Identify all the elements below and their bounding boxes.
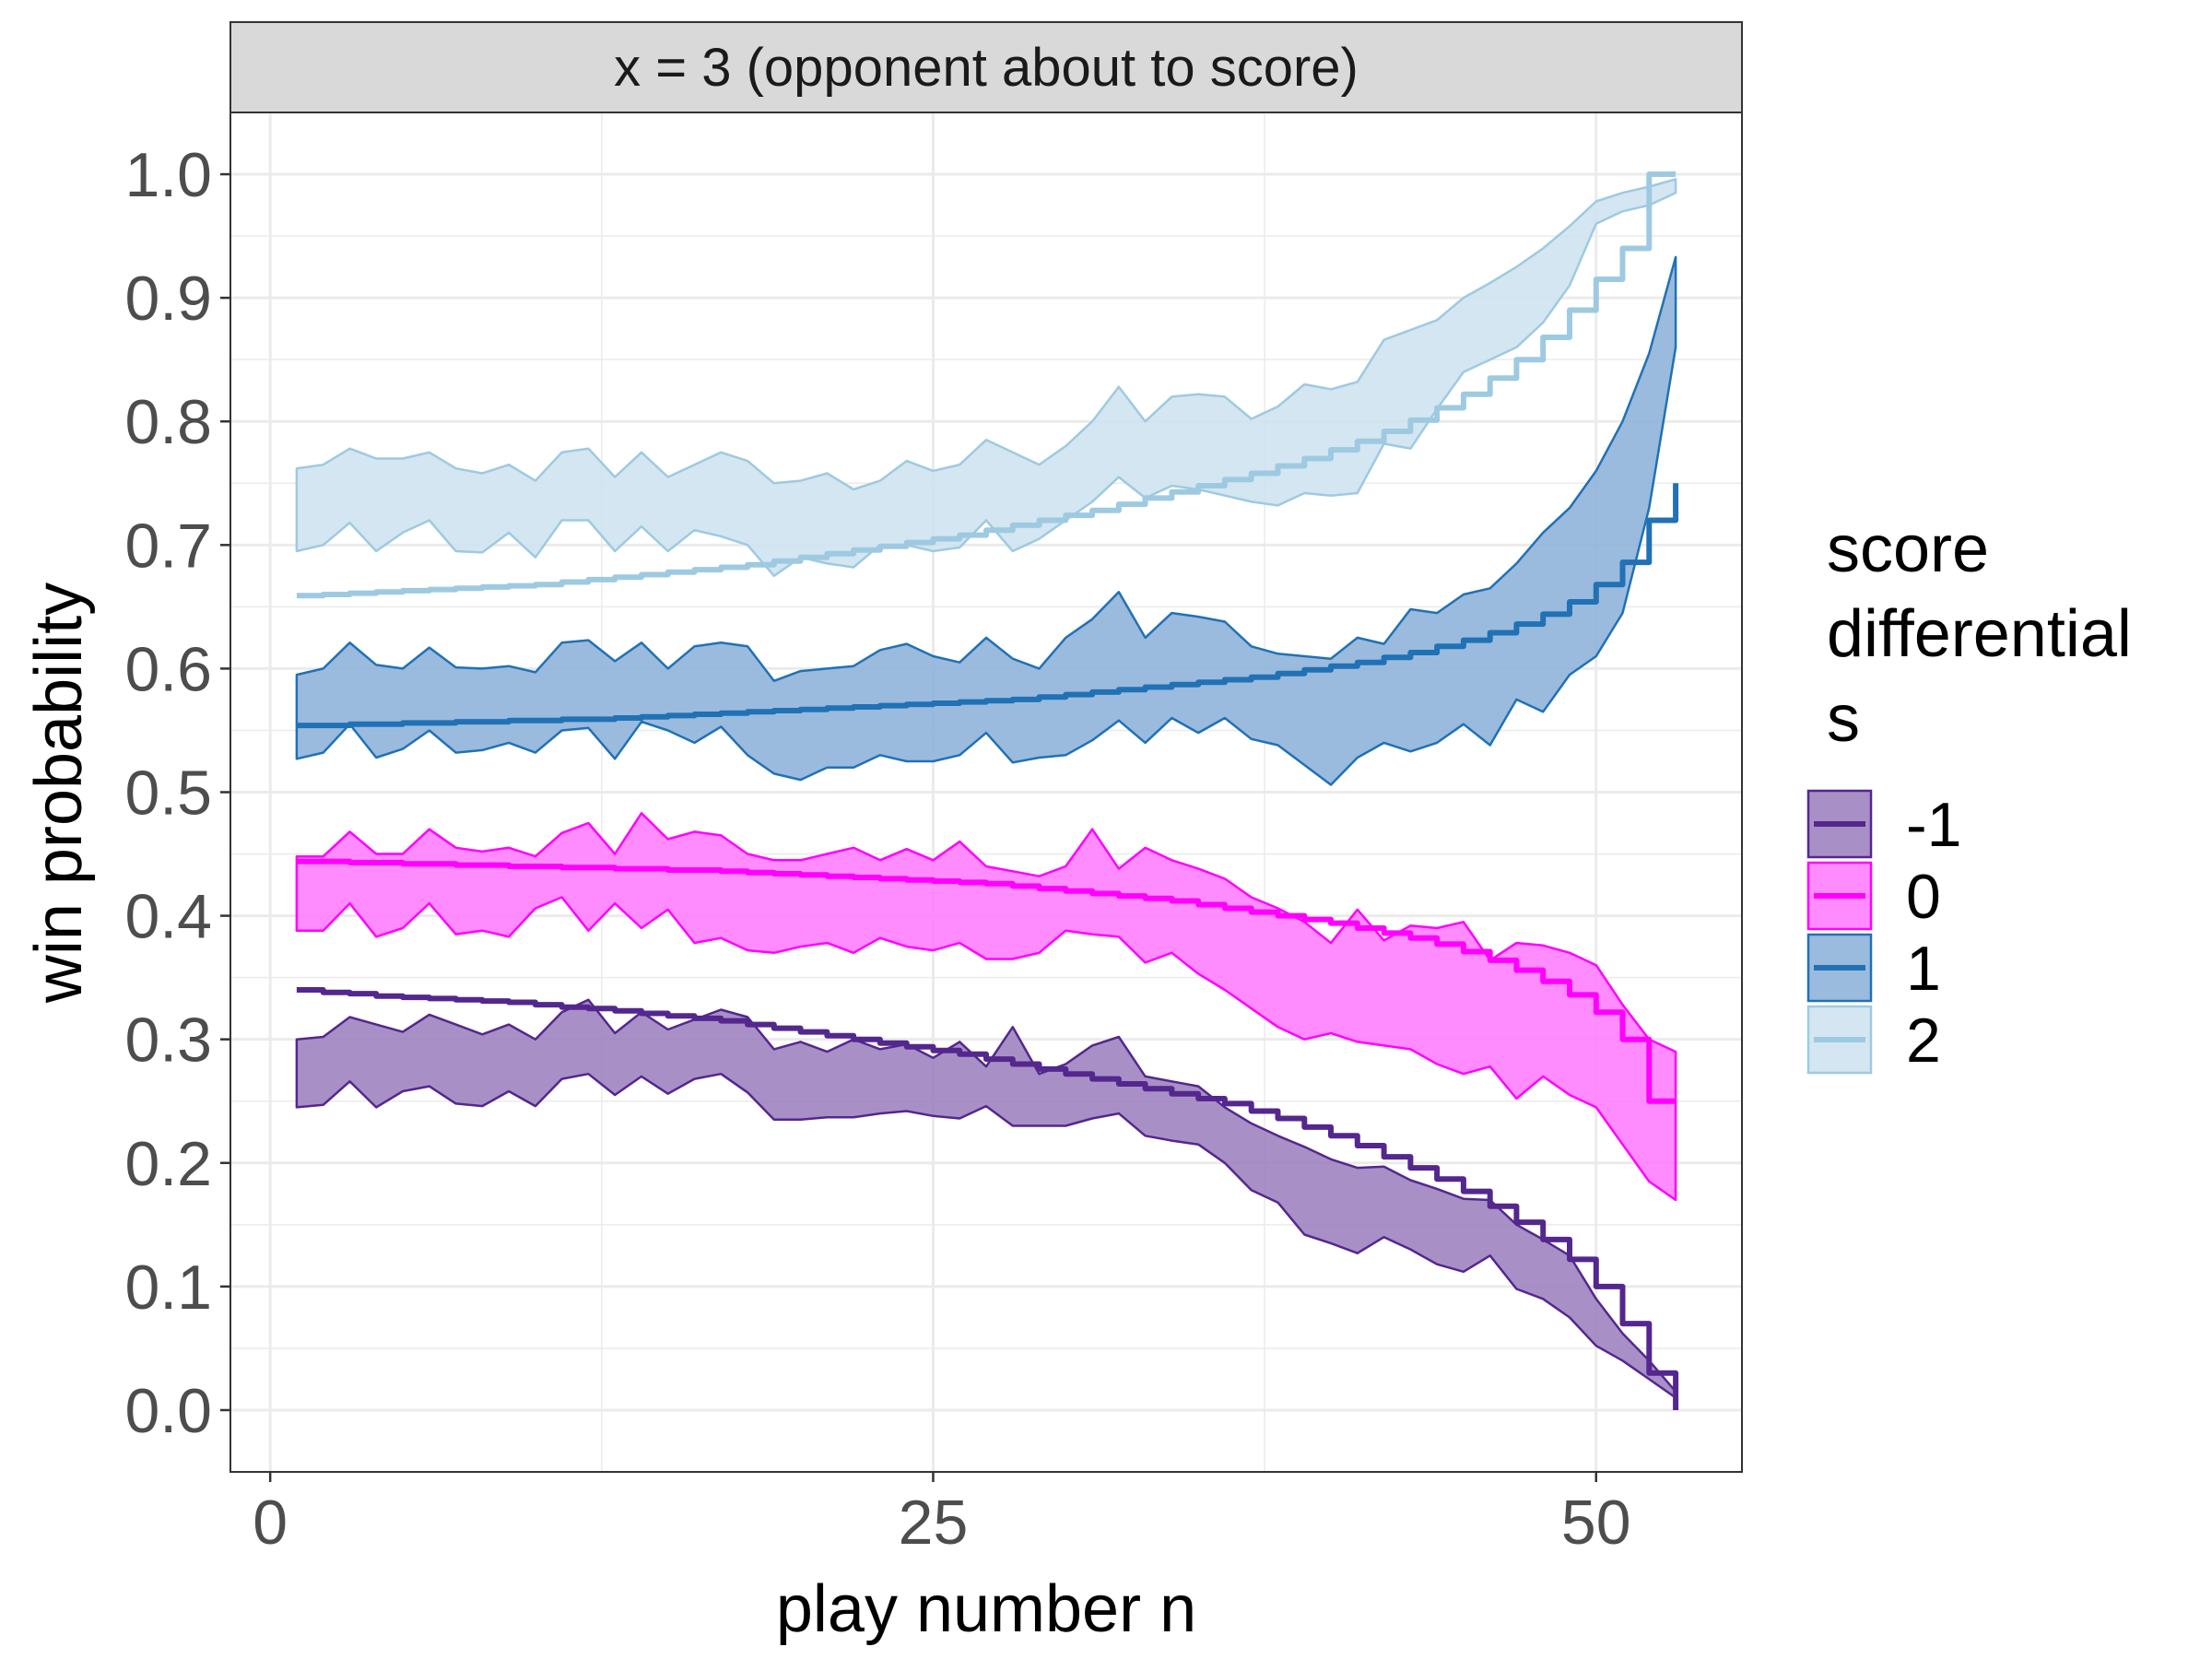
x-axis: 0 25 50	[253, 1472, 1631, 1558]
legend-title-line-1: score	[1827, 512, 1989, 586]
facet-strip-background	[229, 21, 1743, 113]
y-tick-label: 0.4	[124, 882, 212, 952]
y-axis-title: win probability	[22, 582, 96, 1004]
legend-item-s-0: 0	[1806, 861, 1941, 932]
legend-label: 0	[1906, 862, 1941, 932]
facet-strip: x = 3 (opponent about to score)	[229, 21, 1743, 113]
legend-title-line-2: differential	[1827, 597, 2132, 671]
y-tick-label: 0.6	[124, 634, 212, 704]
y-axis: 0.0 0.1 0.2 0.3 0.4 0.5 0.6 0.7 0.8 0.9 1.0	[124, 140, 230, 1446]
y-tick-label: 0.3	[124, 1006, 212, 1076]
y-tick-label: 0.7	[124, 511, 212, 581]
y-tick-label: 0.0	[124, 1376, 212, 1446]
y-tick-label: 0.9	[124, 264, 212, 334]
legend-label: 2	[1906, 1006, 1941, 1076]
legend-item-s--1: -1	[1806, 789, 1961, 860]
y-tick-label: 1.0	[124, 140, 212, 210]
legend-label: -1	[1906, 790, 1961, 860]
y-tick-label: 0.2	[124, 1129, 212, 1199]
ribbon-s-1	[295, 255, 1677, 786]
plot-panel	[229, 112, 1743, 1473]
series-line-s-2	[296, 171, 1677, 599]
y-tick-label: 0.8	[124, 387, 212, 457]
legend-title-line-3: s	[1827, 682, 1860, 756]
x-tick-label: 50	[1561, 1488, 1631, 1558]
x-tick-label: 25	[899, 1488, 969, 1558]
ribbon-s-0	[295, 812, 1677, 1202]
legend-item-s-2: 2	[1806, 1005, 1941, 1076]
series-line-s-0	[296, 858, 1677, 1104]
ribbon-s-2	[295, 178, 1677, 578]
series-lines	[296, 171, 1679, 1410]
legend-label: 1	[1906, 934, 1941, 1004]
x-axis-title: play number n	[776, 1572, 1196, 1646]
series-line-s-1	[296, 483, 1679, 729]
facet-title: x = 3 (opponent about to score)	[614, 38, 1359, 98]
y-tick-label: 0.1	[124, 1253, 212, 1323]
y-tick-label: 0.5	[124, 759, 212, 829]
series-line-s--1	[296, 987, 1679, 1410]
x-tick-label: 0	[253, 1488, 288, 1558]
legend-item-s-1: 1	[1806, 933, 1941, 1004]
